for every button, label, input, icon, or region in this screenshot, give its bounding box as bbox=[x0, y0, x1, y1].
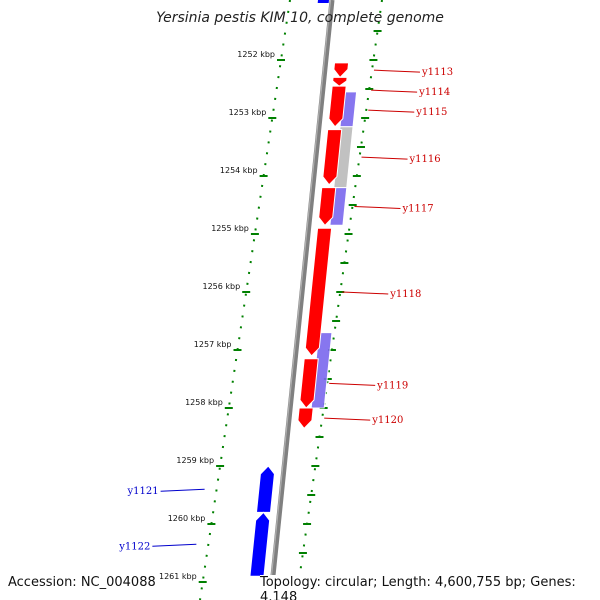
gene-label-y1119: y1119 bbox=[376, 380, 408, 391]
backbone-highlight bbox=[268, 0, 332, 600]
scale-tick-label: 1256 kbp bbox=[202, 282, 240, 291]
backbone-line bbox=[268, 0, 335, 600]
gene-leader-line bbox=[361, 156, 408, 160]
genome-backbone bbox=[268, 0, 335, 600]
gene-leader-line bbox=[160, 488, 205, 492]
scale-tick-label: 1260 kbp bbox=[168, 514, 206, 523]
gene-leader-line bbox=[371, 89, 418, 93]
gene-label-y1115: y1115 bbox=[415, 107, 447, 118]
scale-tick-label: 1253 kbp bbox=[229, 108, 267, 117]
gene-leader-line bbox=[354, 205, 401, 209]
gene-labels: y1113 y1114 y1115 y1116 y1117 y1118 y1119 y1120… bbox=[118, 67, 453, 552]
gene-label-y1117: y1117 bbox=[401, 203, 433, 214]
scale-tick-label: 1254 kbp bbox=[220, 166, 258, 175]
gene-leader-line bbox=[152, 543, 197, 547]
genome-title: Yersinia pestis KIM 10, complete genome bbox=[156, 10, 444, 26]
scale-ticks: 1252 kbp 1253 kbp 1254 kbp 1255 kbp 1256 kbp… bbox=[159, 50, 285, 583]
partial-gene-top bbox=[317, 0, 329, 3]
gene-label-y1120: y1120 bbox=[371, 415, 403, 426]
gene-track bbox=[249, 0, 350, 600]
scale-tick-label: 1261 kbp bbox=[159, 572, 197, 581]
scale-tick-label: 1258 kbp bbox=[185, 398, 223, 407]
gene-label-y1122: y1122 bbox=[118, 541, 150, 552]
gene-leader-line bbox=[342, 291, 389, 295]
gene-arrow bbox=[328, 85, 347, 128]
gene-arrow bbox=[255, 465, 275, 513]
gene-label-y1121: y1121 bbox=[127, 486, 159, 497]
scale-tick-label: 1257 kbp bbox=[194, 340, 232, 349]
dotted-guides bbox=[199, 0, 383, 600]
gene-arrow bbox=[318, 187, 337, 227]
gene-arrow bbox=[297, 407, 314, 430]
gene-arrow bbox=[332, 76, 348, 87]
gene-arrow bbox=[304, 227, 333, 357]
gene-label-y1113: y1113 bbox=[421, 67, 453, 78]
accession-text: Accession: NC_004088 bbox=[8, 575, 156, 590]
gene-arrow bbox=[299, 358, 319, 409]
gene-label-y1118: y1118 bbox=[389, 289, 421, 300]
gene-leader-line bbox=[324, 417, 371, 421]
scale-tick-label: 1255 kbp bbox=[211, 224, 249, 233]
gene-leader-line bbox=[329, 382, 376, 386]
gene-arrow bbox=[322, 129, 343, 186]
scale-tick-label: 1252 kbp bbox=[237, 50, 275, 59]
gene-label-y1116: y1116 bbox=[409, 154, 441, 165]
gene-leader-line bbox=[368, 109, 415, 113]
topology-text: Topology: circular; Length: 4,600,755 bp… bbox=[260, 575, 600, 600]
inner-dotted-line bbox=[199, 0, 291, 600]
gene-arrow bbox=[249, 511, 271, 577]
scale-tick-label: 1259 kbp bbox=[176, 456, 214, 465]
gene-leader-line bbox=[373, 69, 420, 73]
gene-label-y1114: y1114 bbox=[418, 87, 450, 98]
gene-arrow bbox=[333, 62, 350, 79]
